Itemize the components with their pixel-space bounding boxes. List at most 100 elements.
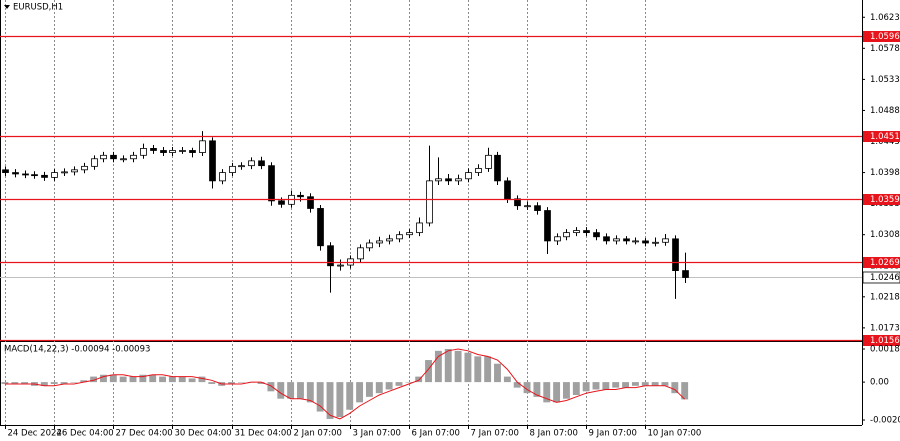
candle-body	[209, 140, 216, 182]
candle-body	[189, 150, 196, 153]
level-label: 1.0596	[870, 32, 900, 42]
candle-body	[504, 180, 511, 200]
last-price-tag	[862, 271, 900, 284]
candle-body	[613, 238, 620, 242]
histogram-bar	[641, 382, 649, 386]
candle-body	[248, 160, 255, 167]
candle-body	[307, 196, 314, 209]
level-tag	[863, 194, 900, 205]
histogram-bar	[533, 382, 541, 397]
y-tick-label: 1.0623	[870, 13, 900, 23]
histogram-bar	[375, 382, 383, 394]
candle-body	[268, 165, 275, 202]
candle-body	[435, 178, 442, 182]
candle-body	[642, 240, 649, 244]
histogram-bar	[129, 376, 137, 383]
candle-body	[366, 242, 373, 249]
candle-body	[534, 205, 541, 211]
histogram-bar	[306, 382, 314, 403]
candle-body	[475, 168, 482, 173]
candle-body	[160, 150, 167, 153]
x-tick-label: 31 Dec 04:00	[235, 429, 292, 439]
candle-body	[386, 238, 393, 242]
histogram-bar	[454, 350, 462, 383]
histogram-bar	[681, 382, 689, 400]
candle-body	[179, 150, 186, 152]
candle-body	[130, 154, 137, 160]
histogram-bar	[425, 360, 432, 383]
candle-body	[238, 165, 245, 168]
candle-body	[593, 232, 600, 238]
level-label: 1.0269	[870, 258, 900, 268]
histogram-bar	[316, 382, 324, 412]
histogram-bar	[474, 356, 482, 383]
histogram-bar	[415, 376, 423, 383]
candle-body	[623, 238, 630, 242]
candle-body	[573, 230, 580, 234]
candle-body	[603, 236, 610, 242]
histogram-bar	[671, 382, 679, 394]
candle-body	[41, 174, 48, 178]
candle-body	[140, 148, 147, 156]
histogram-bar	[1, 382, 9, 384]
histogram-bar	[90, 376, 98, 383]
y-tick-label: 0.0018	[870, 344, 900, 354]
histogram-bar	[287, 382, 295, 399]
histogram-bar	[11, 382, 19, 384]
histogram-bar	[109, 374, 117, 383]
candle-body	[396, 234, 403, 240]
histogram-bar	[297, 382, 304, 399]
candle-body	[71, 169, 78, 173]
histogram-bar	[651, 382, 659, 386]
candle-body	[12, 172, 19, 175]
candle-body	[199, 140, 206, 153]
candle-body	[169, 150, 176, 153]
histogram-bar	[563, 382, 570, 399]
histogram-bar	[523, 382, 531, 394]
level-tag	[863, 31, 900, 42]
histogram-bar	[188, 378, 196, 383]
histogram-bar	[631, 382, 639, 386]
histogram-bar	[513, 382, 521, 388]
candle-body	[662, 238, 669, 243]
candle-body	[31, 174, 38, 177]
histogram-bar	[228, 382, 235, 384]
candle-body	[494, 154, 501, 182]
y-tick-label: 1.0173	[870, 323, 900, 333]
signal-line	[4, 348, 686, 420]
candle-body	[406, 232, 413, 236]
candle-body	[297, 194, 304, 198]
x-tick-label: 7 Jan 07:00	[471, 429, 519, 439]
histogram-bar	[612, 382, 620, 388]
x-tick-label: 24 Dec 2024	[8, 429, 62, 439]
candle-body	[61, 171, 68, 174]
candle-body	[632, 240, 639, 243]
histogram-bar	[405, 382, 413, 383]
level-tag	[863, 335, 900, 346]
y-tick-label: 0.00	[870, 378, 889, 388]
histogram-bar	[336, 382, 344, 418]
histogram-bar	[365, 382, 373, 397]
symbol-menu-arrow[interactable]	[4, 5, 10, 9]
x-tick-label: 8 Jan 07:00	[530, 429, 578, 439]
x-tick-label: 9 Jan 07:00	[589, 429, 637, 439]
candle-body	[150, 148, 157, 151]
histogram-bar	[178, 376, 186, 383]
candle-body	[91, 158, 98, 167]
histogram-bar	[40, 382, 48, 386]
histogram-bar	[503, 376, 511, 383]
candle-body	[465, 172, 472, 180]
level-tag	[863, 257, 900, 268]
y-tick-label: 1.0578	[870, 44, 900, 54]
histogram-bar	[602, 382, 610, 390]
x-tick-label: 10 Jan 07:00	[648, 429, 702, 439]
candle-body	[258, 160, 265, 167]
histogram-bar	[484, 356, 492, 383]
x-tick-label: 2 Jan 07:00	[294, 429, 342, 439]
candle-body	[416, 222, 423, 234]
histogram-bar	[356, 382, 364, 403]
histogram-bar	[326, 382, 334, 419]
x-tick-label: 3 Jan 07:00	[353, 429, 401, 439]
candle-body	[672, 238, 679, 271]
